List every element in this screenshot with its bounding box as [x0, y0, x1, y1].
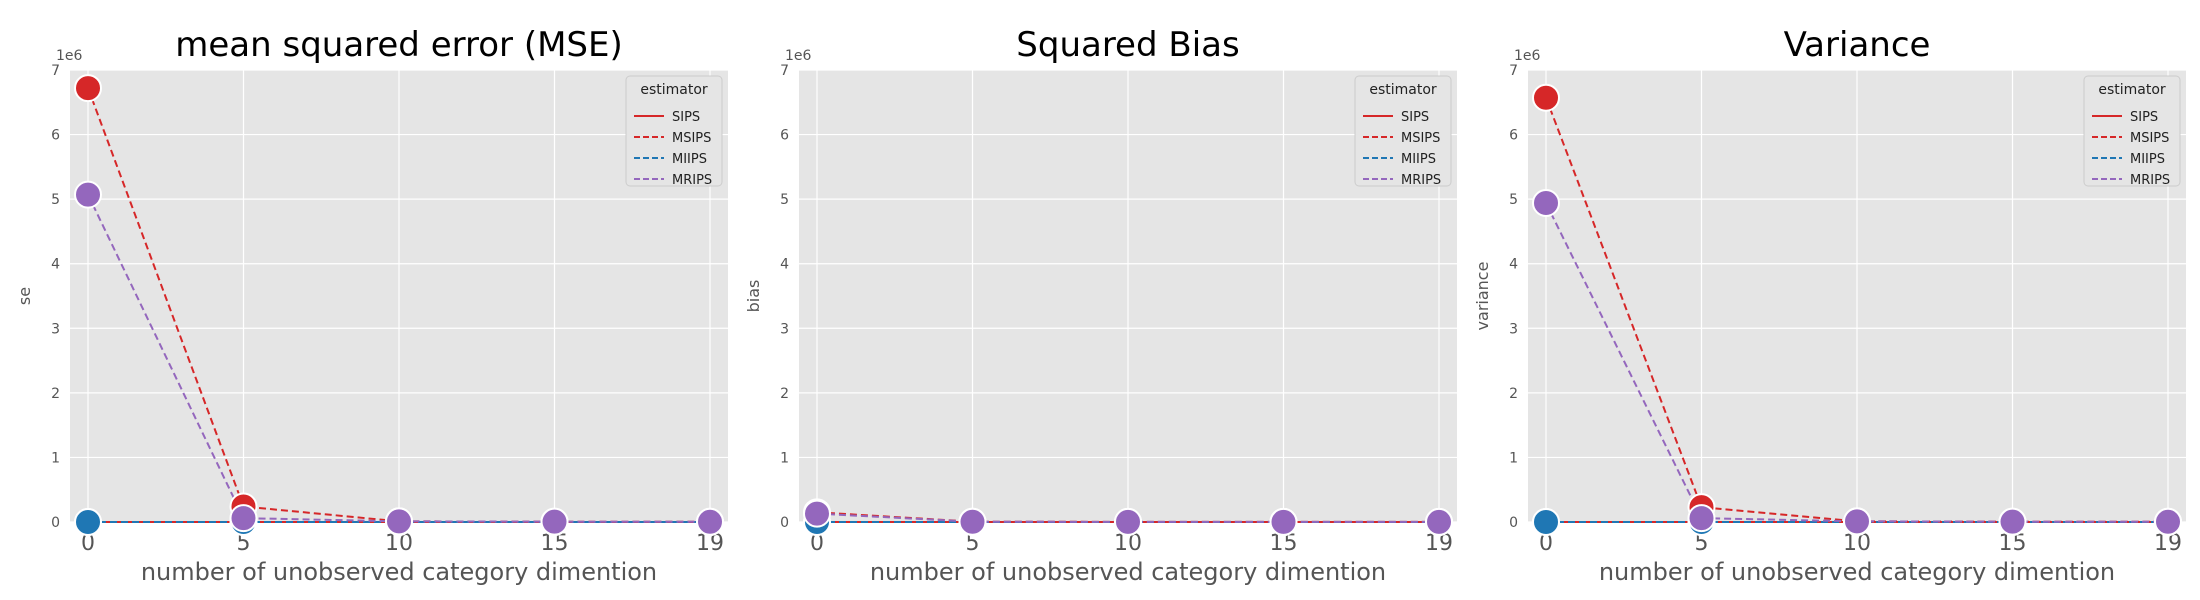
y-tick-label: 3	[780, 321, 789, 337]
x-axis-label: number of unobserved category dimention	[870, 558, 1386, 586]
y-tick-label: 3	[1509, 321, 1518, 337]
legend-title: estimator	[640, 82, 708, 98]
data-point-mrips	[2154, 507, 2182, 536]
legend: estimator SIPS MSIPS MIIPS MRIPS	[2083, 75, 2181, 188]
y-tick-label: 7	[51, 63, 60, 79]
data-point-mrips	[696, 507, 724, 536]
data-point-miips	[1532, 508, 1560, 536]
data-point-mrips	[1998, 507, 2027, 536]
data-point-mrips	[1532, 189, 1560, 218]
y-tick-label: 4	[1509, 257, 1518, 273]
y-tick-label: 2	[1509, 386, 1518, 402]
data-point-mrips	[1269, 507, 1298, 536]
legend-label-msips: MSIPS	[2130, 131, 2169, 146]
data-point-mrips	[1843, 507, 1871, 536]
y-tick-label: 6	[1509, 128, 1518, 144]
data-point-mrips	[540, 507, 569, 536]
y-tick-label: 1	[1509, 450, 1518, 466]
y-offset-label: 1e6	[785, 48, 812, 64]
y-offset-label: 1e6	[56, 48, 83, 64]
legend-title: estimator	[2098, 82, 2166, 98]
y-tick-label: 0	[780, 515, 789, 531]
x-tick-label: 0	[1539, 531, 1553, 556]
legend-label-msips: MSIPS	[672, 131, 711, 146]
legend-label-sips: SIPS	[2130, 110, 2158, 125]
y-tick-label: 4	[780, 257, 789, 273]
legend: estimator SIPS MSIPS MIIPS MRIPS	[625, 75, 723, 188]
x-tick-label: 0	[81, 531, 95, 556]
y-tick-label: 5	[780, 192, 789, 208]
y-tick-label: 4	[51, 257, 60, 273]
y-tick-label: 7	[1509, 63, 1518, 79]
x-tick-label: 5	[237, 531, 251, 556]
series-line-mrips	[87, 194, 711, 523]
legend-label-mrips: MRIPS	[2130, 173, 2170, 188]
data-point-mrips	[229, 504, 258, 533]
data-point-mrips	[1114, 507, 1142, 536]
y-axis-label: variance	[1473, 262, 1492, 331]
data-point-mrips	[74, 180, 102, 209]
legend-label-miips: MIIPS	[2130, 152, 2165, 167]
y-tick-label: 5	[1509, 192, 1518, 208]
data-point-msips	[1532, 83, 1560, 112]
legend-title: estimator	[1369, 82, 1437, 98]
y-tick-label: 5	[51, 192, 60, 208]
y-tick-label: 1	[780, 450, 789, 466]
legend-label-mrips: MRIPS	[672, 173, 712, 188]
y-tick-label: 2	[780, 386, 789, 402]
data-point-mrips	[958, 507, 987, 536]
y-offset-label: 1e6	[1514, 48, 1541, 64]
x-axis-label: number of unobserved category dimention	[141, 558, 657, 586]
chart-title: Squared Bias	[1016, 25, 1239, 65]
data-point-mrips	[803, 499, 831, 528]
x-tick-label: 0	[810, 531, 824, 556]
data-point-mrips	[385, 507, 413, 536]
legend-label-msips: MSIPS	[1401, 131, 1440, 146]
legend-label-mrips: MRIPS	[1401, 173, 1441, 188]
y-axis-label: bias	[744, 280, 763, 313]
legend-label-sips: SIPS	[1401, 110, 1429, 125]
data-point-miips	[74, 508, 102, 536]
data-point-mrips	[1687, 504, 1716, 533]
legend-label-miips: MIIPS	[1401, 152, 1436, 167]
y-tick-label: 0	[51, 515, 60, 531]
y-tick-label: 2	[51, 386, 60, 402]
chart-title: Variance	[1784, 25, 1931, 65]
y-tick-label: 3	[51, 321, 60, 337]
data-point-mrips	[1425, 507, 1453, 536]
legend: estimator SIPS MSIPS MIIPS MRIPS	[1354, 75, 1452, 188]
legend-box	[1354, 75, 1452, 187]
chart-title: mean squared error (MSE)	[175, 25, 623, 65]
legend-box	[625, 75, 723, 187]
legend-label-sips: SIPS	[672, 110, 700, 125]
y-tick-label: 1	[51, 450, 60, 466]
data-point-msips	[74, 74, 102, 103]
x-tick-label: 5	[1695, 531, 1709, 556]
legend-box	[2083, 75, 2181, 187]
x-tick-label: 5	[966, 531, 980, 556]
y-tick-label: 6	[780, 128, 789, 144]
y-tick-label: 0	[1509, 515, 1518, 531]
y-axis-label: se	[15, 287, 34, 305]
y-tick-label: 7	[780, 63, 789, 79]
x-axis-label: number of unobserved category dimention	[1599, 558, 2115, 586]
legend-label-miips: MIIPS	[672, 152, 707, 167]
y-tick-label: 6	[51, 128, 60, 144]
